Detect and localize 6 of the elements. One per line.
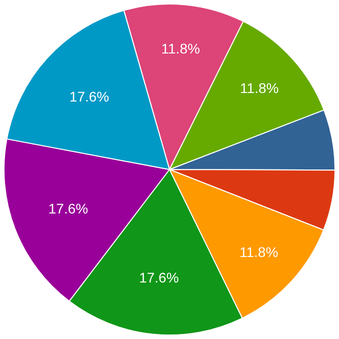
data-label: 11.8% [239, 244, 278, 260]
data-label: 17.6% [48, 200, 88, 216]
data-label: 17.6% [139, 269, 179, 286]
data-label: 11.8% [161, 40, 200, 57]
data-label: 17.6% [69, 88, 110, 104]
data-label: 11.8% [240, 80, 279, 96]
